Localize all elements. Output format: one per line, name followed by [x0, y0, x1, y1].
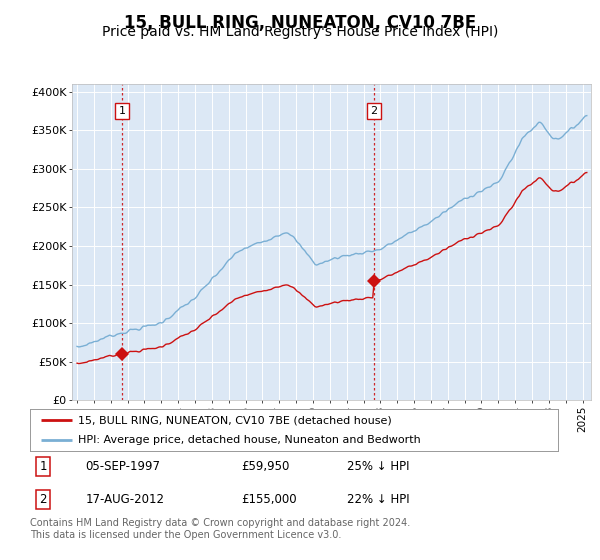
Text: 15, BULL RING, NUNEATON, CV10 7BE: 15, BULL RING, NUNEATON, CV10 7BE — [124, 14, 476, 32]
Text: Price paid vs. HM Land Registry's House Price Index (HPI): Price paid vs. HM Land Registry's House … — [102, 25, 498, 39]
Text: 2: 2 — [40, 493, 47, 506]
Text: Contains HM Land Registry data © Crown copyright and database right 2024.
This d: Contains HM Land Registry data © Crown c… — [30, 518, 410, 540]
Text: 05-SEP-1997: 05-SEP-1997 — [85, 460, 160, 473]
Text: 1: 1 — [119, 106, 126, 116]
Text: HPI: Average price, detached house, Nuneaton and Bedworth: HPI: Average price, detached house, Nune… — [77, 435, 420, 445]
Text: £59,950: £59,950 — [241, 460, 290, 473]
Text: 1: 1 — [40, 460, 47, 473]
Text: 22% ↓ HPI: 22% ↓ HPI — [347, 493, 409, 506]
Text: 25% ↓ HPI: 25% ↓ HPI — [347, 460, 409, 473]
Text: 2: 2 — [370, 106, 377, 116]
Text: 15, BULL RING, NUNEATON, CV10 7BE (detached house): 15, BULL RING, NUNEATON, CV10 7BE (detac… — [77, 415, 391, 425]
Text: 17-AUG-2012: 17-AUG-2012 — [85, 493, 164, 506]
Text: £155,000: £155,000 — [241, 493, 297, 506]
